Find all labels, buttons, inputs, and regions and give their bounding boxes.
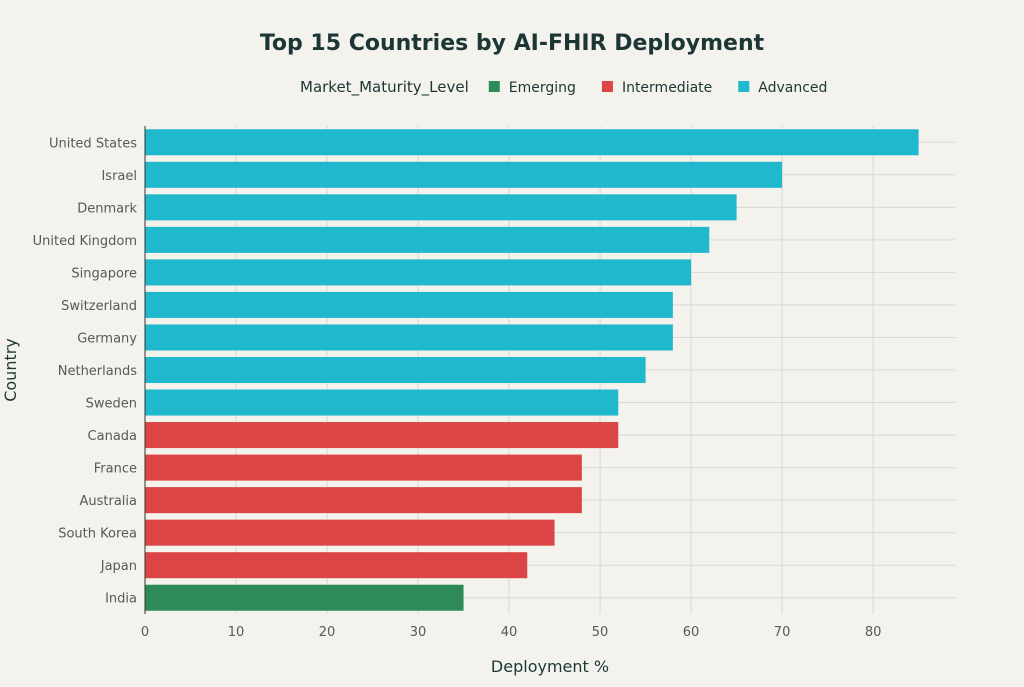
bar-sweden — [145, 389, 619, 416]
y-axis-title: Country — [1, 338, 20, 402]
x-tick-label: 50 — [592, 625, 609, 640]
y-tick-label: Germany — [77, 331, 137, 346]
y-tick-label: Sweden — [86, 397, 137, 412]
bar-france — [145, 454, 582, 481]
x-tick-labels: 0 10 20 30 40 50 60 70 80 — [141, 625, 882, 640]
bar-south-korea — [145, 519, 555, 546]
y-tick-label: Australia — [79, 494, 137, 509]
y-tick-labels: United States Israel Denmark United Kingdom… — [33, 136, 138, 606]
y-tick-label: Israel — [101, 169, 137, 184]
bar-denmark — [145, 194, 737, 221]
bar-singapore — [145, 259, 692, 286]
x-tick-label: 10 — [228, 625, 245, 640]
legend-label-advanced: Advanced — [758, 80, 827, 96]
bar-united-kingdom — [145, 226, 710, 253]
legend-swatch-emerging — [488, 81, 500, 92]
y-tick-label: Netherlands — [58, 364, 137, 379]
bars — [145, 129, 919, 611]
chart-title: Top 15 Countries by AI-FHIR Deployment — [260, 31, 765, 56]
bar-japan — [145, 552, 528, 579]
bar-australia — [145, 487, 582, 514]
x-tick-label: 40 — [501, 625, 518, 640]
x-tick-label: 20 — [319, 625, 336, 640]
y-tick-label: South Korea — [58, 527, 137, 542]
y-tick-label: Switzerland — [61, 299, 137, 314]
y-tick-label: India — [105, 592, 137, 607]
x-axis-title: Deployment % — [491, 657, 609, 676]
y-tick-label: Canada — [88, 429, 137, 444]
x-tick-label: 70 — [774, 625, 791, 640]
y-tick-label: United States — [49, 136, 137, 151]
legend-title: Market_Maturity_Level — [300, 78, 469, 97]
bar-switzerland — [145, 291, 673, 318]
bar-united-states — [145, 129, 919, 156]
legend-label-emerging: Emerging — [509, 80, 576, 96]
x-tick-label: 0 — [141, 625, 149, 640]
x-tick-label: 60 — [683, 625, 700, 640]
y-tick-label: Japan — [100, 559, 137, 574]
legend-label-intermediate: Intermediate — [622, 80, 712, 96]
y-tick-label: Singapore — [71, 266, 137, 281]
bar-canada — [145, 422, 619, 449]
x-tick-label: 80 — [865, 625, 882, 640]
legend: Market_Maturity_Level Emerging Intermedia… — [300, 78, 827, 97]
y-tick-label: France — [94, 462, 137, 477]
y-tick-label: Denmark — [77, 201, 137, 216]
legend-swatch-advanced — [738, 81, 750, 92]
bar-netherlands — [145, 356, 646, 384]
bar-india — [145, 584, 464, 611]
bar-germany — [145, 324, 673, 351]
x-tick-label: 30 — [410, 625, 427, 640]
y-tick-label: United Kingdom — [33, 234, 137, 249]
bar-israel — [145, 161, 783, 188]
legend-swatch-intermediate — [601, 81, 613, 92]
